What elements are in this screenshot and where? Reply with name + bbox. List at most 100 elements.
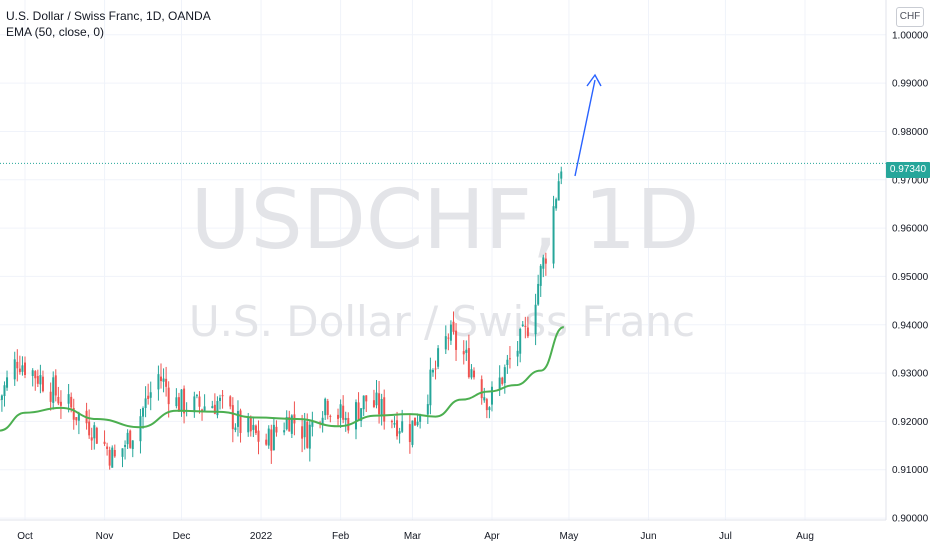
candle-body <box>485 399 488 411</box>
candle-body <box>380 399 383 415</box>
time-tick-label: Oct <box>17 531 33 542</box>
candle-body <box>411 420 414 445</box>
watermark: USDCHF, 1D U.S. Dollar / Swiss Franc <box>189 173 700 346</box>
candle-body <box>41 376 44 392</box>
candle-body <box>552 206 555 264</box>
candle-body <box>539 265 542 286</box>
candle-body <box>508 358 511 360</box>
candle-body <box>31 370 34 376</box>
candle-body <box>93 425 96 439</box>
candle-body <box>229 396 232 407</box>
candle-body <box>121 448 124 457</box>
candle-body <box>393 423 396 425</box>
candle-body <box>560 171 563 179</box>
candle-body <box>95 427 98 444</box>
candle-body <box>234 427 237 431</box>
forecast-arrow <box>574 73 602 177</box>
candle-body <box>501 377 504 384</box>
candle-body <box>357 402 360 420</box>
candle-body <box>203 406 206 411</box>
currency-button[interactable]: CHF <box>896 7 924 27</box>
price-tick-label: 0.95000 <box>892 272 929 283</box>
indicator-label: EMA (50, close, 0) <box>6 25 105 39</box>
candle-body <box>159 376 162 382</box>
candle-body <box>221 395 224 397</box>
candle-body <box>142 408 145 417</box>
candle-body <box>434 368 437 370</box>
candle-body <box>465 349 468 353</box>
candle-body <box>344 417 347 421</box>
candle-body <box>431 369 434 373</box>
candle-body <box>303 420 306 438</box>
time-axis: Oct Nov Dec 2022 Feb Mar Apr May Jun Jul Aug <box>17 531 814 542</box>
candle-body <box>75 417 78 421</box>
candle-body <box>308 424 311 449</box>
candle-body <box>272 424 275 451</box>
time-tick-label: Jul <box>719 531 732 542</box>
candle-body <box>162 378 165 382</box>
candle-body <box>462 351 465 355</box>
candle-body <box>270 429 273 451</box>
candle-body <box>54 375 57 396</box>
price-tick-label: 1.00000 <box>892 30 929 41</box>
candle-body <box>103 441 106 444</box>
candle-body <box>236 410 239 427</box>
time-tick-label: Apr <box>484 531 500 542</box>
candle-body <box>521 324 524 327</box>
candle-body <box>365 395 368 402</box>
forecast-arrowhead <box>586 73 602 87</box>
candle-body <box>429 369 432 406</box>
candle-body <box>139 416 142 442</box>
candle-body <box>126 432 129 445</box>
candle-body <box>311 420 314 427</box>
candle-body <box>490 386 493 405</box>
candle-body <box>498 377 501 389</box>
candle-body <box>506 359 509 366</box>
candle-body <box>180 389 183 412</box>
time-tick-label: Feb <box>332 531 350 542</box>
candle-body <box>213 404 216 414</box>
candle-body <box>90 437 93 441</box>
candle-body <box>157 374 160 390</box>
candle-body <box>372 400 375 407</box>
candle-body <box>275 426 278 433</box>
candle-body <box>288 417 291 432</box>
candle-body <box>129 430 132 448</box>
price-tick-label: 0.98000 <box>892 127 929 138</box>
candle-body <box>557 181 560 201</box>
candle-body <box>290 415 293 434</box>
candle-body <box>193 396 196 413</box>
chart-grid <box>0 0 886 520</box>
candle-body <box>247 417 250 433</box>
candle-body <box>467 348 470 378</box>
candle-body <box>337 414 340 419</box>
time-tick-label: Jun <box>640 531 656 542</box>
price-tick-label: 0.94000 <box>892 320 929 331</box>
candle-body <box>177 397 180 412</box>
candle-body <box>13 359 16 380</box>
time-tick-label: Dec <box>173 531 191 542</box>
candle-body <box>398 431 401 434</box>
candle-body <box>175 397 178 407</box>
candle-body <box>516 350 519 357</box>
candle-body <box>52 377 55 403</box>
candle-body <box>21 365 24 372</box>
chart-legend: U.S. Dollar / Swiss Franc, 1D, OANDA EMA… <box>6 8 211 40</box>
price-tick-label: 0.91000 <box>892 465 929 476</box>
candle-body <box>165 378 168 387</box>
candle-body <box>519 328 522 354</box>
candle-body <box>0 395 3 400</box>
candle-body <box>414 417 416 426</box>
candle-body <box>67 394 70 404</box>
candle-body <box>283 430 286 433</box>
candle-body <box>437 348 440 367</box>
candle-body <box>480 379 483 399</box>
candle-body <box>3 385 6 397</box>
candle-body <box>455 330 458 350</box>
candle-body <box>24 362 26 375</box>
candle-body <box>195 395 198 397</box>
candle-body <box>18 368 21 373</box>
price-tick-label: 0.96000 <box>892 224 929 235</box>
candle-body <box>534 304 537 335</box>
